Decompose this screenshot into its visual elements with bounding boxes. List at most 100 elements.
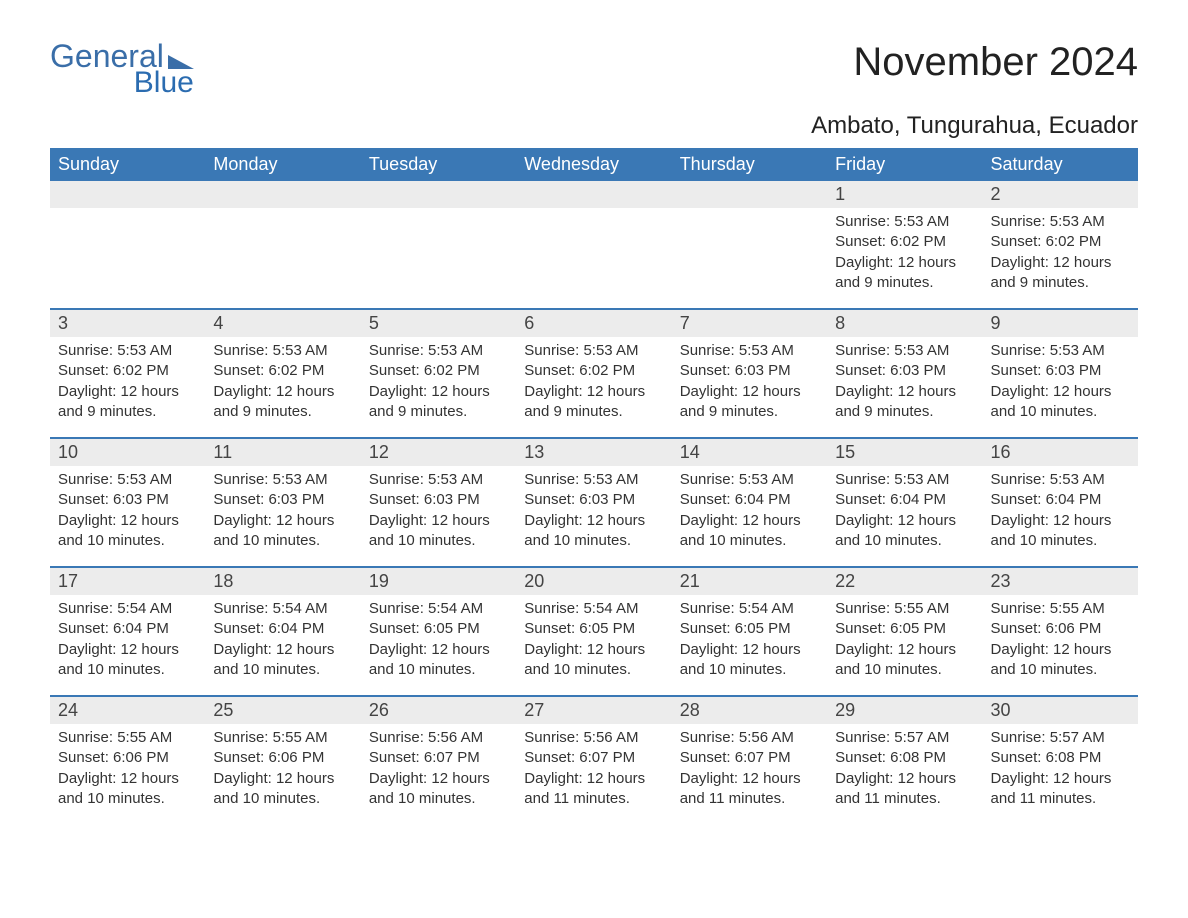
calendar-cell: 22Sunrise: 5:55 AMSunset: 6:05 PMDayligh… (827, 568, 982, 696)
calendar-cell: 3Sunrise: 5:53 AMSunset: 6:02 PMDaylight… (50, 310, 205, 438)
day-number: 29 (827, 697, 982, 724)
day-number: 23 (983, 568, 1138, 595)
day-number (50, 181, 205, 208)
day-details: Sunrise: 5:53 AMSunset: 6:03 PMDaylight:… (361, 466, 516, 559)
calendar-cell: 7Sunrise: 5:53 AMSunset: 6:03 PMDaylight… (672, 310, 827, 438)
day-details: Sunrise: 5:53 AMSunset: 6:03 PMDaylight:… (205, 466, 360, 559)
calendar-cell: 25Sunrise: 5:55 AMSunset: 6:06 PMDayligh… (205, 697, 360, 825)
day-number: 11 (205, 439, 360, 466)
day-details: Sunrise: 5:53 AMSunset: 6:03 PMDaylight:… (516, 466, 671, 559)
day-header: Thursday (672, 148, 827, 181)
calendar-cell: 15Sunrise: 5:53 AMSunset: 6:04 PMDayligh… (827, 439, 982, 567)
day-number (516, 181, 671, 208)
day-number: 16 (983, 439, 1138, 466)
calendar-table: SundayMondayTuesdayWednesdayThursdayFrid… (50, 148, 1138, 825)
day-details: Sunrise: 5:53 AMSunset: 6:02 PMDaylight:… (50, 337, 205, 430)
day-number: 4 (205, 310, 360, 337)
day-number: 10 (50, 439, 205, 466)
calendar-cell: 27Sunrise: 5:56 AMSunset: 6:07 PMDayligh… (516, 697, 671, 825)
day-details: Sunrise: 5:53 AMSunset: 6:03 PMDaylight:… (50, 466, 205, 559)
day-number: 15 (827, 439, 982, 466)
day-details: Sunrise: 5:54 AMSunset: 6:05 PMDaylight:… (516, 595, 671, 688)
logo-text-blue: Blue (50, 68, 194, 98)
day-details: Sunrise: 5:55 AMSunset: 6:06 PMDaylight:… (205, 724, 360, 817)
calendar-cell: 18Sunrise: 5:54 AMSunset: 6:04 PMDayligh… (205, 568, 360, 696)
calendar-cell: 9Sunrise: 5:53 AMSunset: 6:03 PMDaylight… (983, 310, 1138, 438)
day-number (205, 181, 360, 208)
day-number: 24 (50, 697, 205, 724)
day-details: Sunrise: 5:54 AMSunset: 6:04 PMDaylight:… (205, 595, 360, 688)
calendar-cell: 12Sunrise: 5:53 AMSunset: 6:03 PMDayligh… (361, 439, 516, 567)
day-details: Sunrise: 5:57 AMSunset: 6:08 PMDaylight:… (983, 724, 1138, 817)
day-details: Sunrise: 5:54 AMSunset: 6:05 PMDaylight:… (672, 595, 827, 688)
calendar-cell: 30Sunrise: 5:57 AMSunset: 6:08 PMDayligh… (983, 697, 1138, 825)
day-details: Sunrise: 5:53 AMSunset: 6:02 PMDaylight:… (361, 337, 516, 430)
day-details: Sunrise: 5:53 AMSunset: 6:02 PMDaylight:… (205, 337, 360, 430)
day-details: Sunrise: 5:53 AMSunset: 6:03 PMDaylight:… (672, 337, 827, 430)
brand-logo: General Blue (50, 40, 194, 98)
calendar-cell (205, 181, 360, 309)
calendar-cell (361, 181, 516, 309)
calendar-cell: 23Sunrise: 5:55 AMSunset: 6:06 PMDayligh… (983, 568, 1138, 696)
day-number: 21 (672, 568, 827, 595)
day-details: Sunrise: 5:53 AMSunset: 6:04 PMDaylight:… (672, 466, 827, 559)
day-header: Wednesday (516, 148, 671, 181)
day-header: Friday (827, 148, 982, 181)
day-number: 27 (516, 697, 671, 724)
day-header: Saturday (983, 148, 1138, 181)
day-number: 6 (516, 310, 671, 337)
calendar-cell: 29Sunrise: 5:57 AMSunset: 6:08 PMDayligh… (827, 697, 982, 825)
day-number: 20 (516, 568, 671, 595)
calendar-cell: 14Sunrise: 5:53 AMSunset: 6:04 PMDayligh… (672, 439, 827, 567)
day-number: 13 (516, 439, 671, 466)
day-details: Sunrise: 5:53 AMSunset: 6:02 PMDaylight:… (983, 208, 1138, 301)
calendar-cell (672, 181, 827, 309)
day-details: Sunrise: 5:53 AMSunset: 6:02 PMDaylight:… (516, 337, 671, 430)
day-number: 19 (361, 568, 516, 595)
day-number: 30 (983, 697, 1138, 724)
day-number: 14 (672, 439, 827, 466)
day-number: 26 (361, 697, 516, 724)
day-number: 7 (672, 310, 827, 337)
calendar-cell: 28Sunrise: 5:56 AMSunset: 6:07 PMDayligh… (672, 697, 827, 825)
day-number: 2 (983, 181, 1138, 208)
day-details: Sunrise: 5:54 AMSunset: 6:05 PMDaylight:… (361, 595, 516, 688)
month-title: November 2024 (853, 40, 1138, 85)
calendar-cell: 4Sunrise: 5:53 AMSunset: 6:02 PMDaylight… (205, 310, 360, 438)
calendar-cell: 26Sunrise: 5:56 AMSunset: 6:07 PMDayligh… (361, 697, 516, 825)
day-number: 22 (827, 568, 982, 595)
calendar-cell: 21Sunrise: 5:54 AMSunset: 6:05 PMDayligh… (672, 568, 827, 696)
calendar-cell (50, 181, 205, 309)
calendar-cell: 11Sunrise: 5:53 AMSunset: 6:03 PMDayligh… (205, 439, 360, 567)
day-header: Monday (205, 148, 360, 181)
calendar-cell: 16Sunrise: 5:53 AMSunset: 6:04 PMDayligh… (983, 439, 1138, 567)
calendar-cell: 1Sunrise: 5:53 AMSunset: 6:02 PMDaylight… (827, 181, 982, 309)
location-text: Ambato, Tungurahua, Ecuador (50, 112, 1138, 140)
calendar-cell: 20Sunrise: 5:54 AMSunset: 6:05 PMDayligh… (516, 568, 671, 696)
day-number (672, 181, 827, 208)
day-details: Sunrise: 5:53 AMSunset: 6:03 PMDaylight:… (983, 337, 1138, 430)
calendar-cell: 5Sunrise: 5:53 AMSunset: 6:02 PMDaylight… (361, 310, 516, 438)
day-details: Sunrise: 5:55 AMSunset: 6:05 PMDaylight:… (827, 595, 982, 688)
day-number: 12 (361, 439, 516, 466)
day-number: 5 (361, 310, 516, 337)
day-details: Sunrise: 5:53 AMSunset: 6:04 PMDaylight:… (983, 466, 1138, 559)
calendar-cell: 8Sunrise: 5:53 AMSunset: 6:03 PMDaylight… (827, 310, 982, 438)
day-details: Sunrise: 5:55 AMSunset: 6:06 PMDaylight:… (983, 595, 1138, 688)
calendar-cell: 6Sunrise: 5:53 AMSunset: 6:02 PMDaylight… (516, 310, 671, 438)
calendar-cell: 13Sunrise: 5:53 AMSunset: 6:03 PMDayligh… (516, 439, 671, 567)
day-details: Sunrise: 5:56 AMSunset: 6:07 PMDaylight:… (672, 724, 827, 817)
day-number: 9 (983, 310, 1138, 337)
day-number: 3 (50, 310, 205, 337)
day-details: Sunrise: 5:53 AMSunset: 6:02 PMDaylight:… (827, 208, 982, 301)
day-number: 18 (205, 568, 360, 595)
day-details: Sunrise: 5:57 AMSunset: 6:08 PMDaylight:… (827, 724, 982, 817)
calendar-cell: 19Sunrise: 5:54 AMSunset: 6:05 PMDayligh… (361, 568, 516, 696)
day-details: Sunrise: 5:56 AMSunset: 6:07 PMDaylight:… (361, 724, 516, 817)
day-number: 25 (205, 697, 360, 724)
day-details: Sunrise: 5:56 AMSunset: 6:07 PMDaylight:… (516, 724, 671, 817)
day-number (361, 181, 516, 208)
day-number: 1 (827, 181, 982, 208)
calendar-cell: 24Sunrise: 5:55 AMSunset: 6:06 PMDayligh… (50, 697, 205, 825)
day-details: Sunrise: 5:55 AMSunset: 6:06 PMDaylight:… (50, 724, 205, 817)
